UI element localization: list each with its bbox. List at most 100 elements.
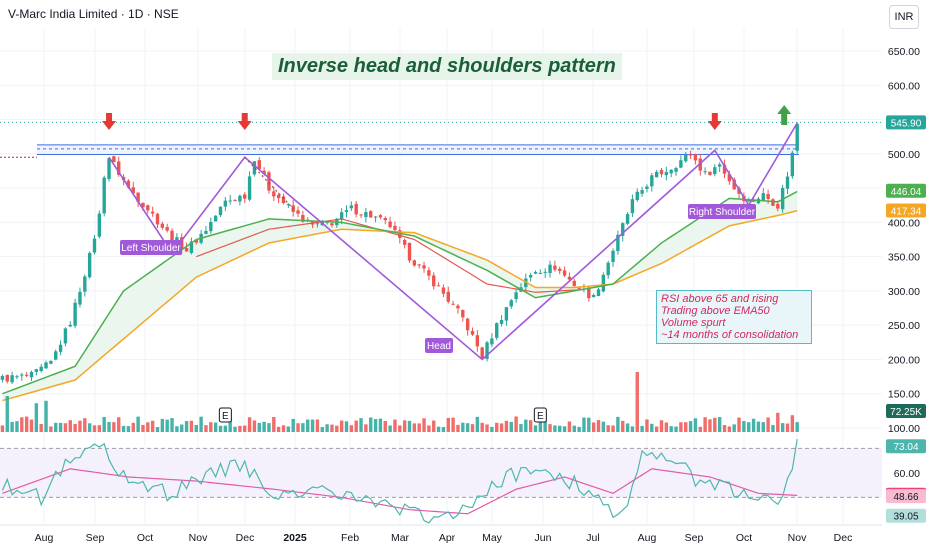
rsi-tick: 60.00	[894, 468, 920, 480]
rsi-low-badge: 39.05	[886, 508, 926, 523]
candle-body	[136, 192, 140, 203]
candle-body	[378, 215, 383, 218]
candle-body	[485, 342, 489, 359]
volume-bar	[495, 422, 499, 432]
candle-body	[698, 158, 702, 171]
left-shoulder-label: Left Shoulder	[120, 240, 182, 255]
candle-body	[475, 335, 480, 347]
volume-bar	[243, 425, 247, 432]
volume-bar	[238, 425, 242, 432]
volume-bar	[742, 421, 746, 432]
rsi-ma-line	[2, 468, 798, 515]
up-arrow-head	[777, 105, 792, 114]
candle-body	[330, 223, 334, 226]
candle-body	[131, 187, 135, 194]
volume-bar	[228, 418, 232, 432]
volume-bar	[383, 420, 387, 432]
volume-bar	[10, 421, 14, 432]
candle-body	[509, 300, 513, 307]
volume-bar	[184, 421, 189, 432]
volume-bar	[213, 422, 218, 432]
volume-bar	[470, 424, 475, 432]
candle-body	[126, 180, 131, 188]
candle-body	[412, 260, 417, 266]
volume-bars	[0, 372, 799, 432]
volume-bar	[562, 426, 567, 432]
currency-button[interactable]: INR	[889, 5, 919, 29]
candle-body	[150, 211, 155, 214]
candle-body	[558, 268, 562, 271]
candle-body	[5, 374, 9, 382]
price-tick: 350.00	[888, 252, 920, 264]
x-tick: Sep	[685, 532, 704, 544]
symbol-title[interactable]: V-Marc India Limited · 1D · NSE	[8, 7, 179, 21]
volume-bar	[780, 423, 785, 432]
volume-bar	[5, 396, 9, 432]
candle-body	[107, 158, 111, 179]
note-consolidation: ~14 months of consolidation	[661, 329, 799, 341]
rsi-badge-bg	[886, 439, 926, 454]
candle-body	[669, 169, 673, 174]
candle-body	[87, 252, 92, 278]
candle-body	[213, 215, 218, 222]
earnings-marker: E	[218, 407, 232, 423]
rsi-low-badge-bg	[886, 508, 926, 523]
volume-bar	[165, 419, 169, 432]
volume-bar	[456, 424, 460, 432]
candle-body	[315, 223, 320, 225]
volume-bar	[393, 419, 397, 432]
pattern-dotted	[244, 156, 294, 210]
right-shoulder-label-bg	[688, 204, 756, 219]
time-axis: Aug Sep Oct Nov Dec 2025 Feb Mar Apr May Jun Jul Aug…	[0, 524, 882, 544]
candle-body	[766, 194, 770, 200]
volume-bar	[514, 416, 518, 432]
candle-body	[553, 265, 557, 270]
candle-body	[204, 230, 208, 234]
x-tick: Jun	[535, 532, 552, 544]
volume-bar	[78, 420, 82, 432]
volume-bar	[601, 421, 606, 432]
volume-bar	[267, 423, 271, 432]
candle-body	[267, 172, 271, 191]
volume-bar	[58, 422, 63, 432]
volume-bar	[0, 425, 5, 432]
candle-body	[654, 171, 659, 178]
rsi-badge: 73.04	[886, 439, 926, 454]
volume-badge-text: 72.25K	[890, 407, 922, 418]
volume-bar	[141, 424, 145, 432]
volume-bar	[499, 423, 504, 432]
candle-body	[538, 272, 543, 274]
volume-bar	[49, 426, 53, 432]
volume-bar	[349, 425, 354, 432]
volume-bar	[204, 425, 208, 432]
volume-bar	[320, 427, 324, 432]
candle-body	[247, 176, 252, 200]
candle-body	[650, 175, 654, 187]
volume-bar	[315, 419, 320, 432]
volume-bar	[364, 424, 368, 432]
price-tick: 300.00	[888, 286, 920, 298]
volume-bar	[39, 423, 43, 432]
volume-bar	[567, 421, 572, 432]
candle-body	[417, 264, 421, 266]
ema-fast-line	[2, 190, 798, 395]
candle-body	[228, 200, 232, 202]
volume-bar	[645, 419, 649, 432]
volume-bar	[92, 425, 97, 432]
volume-bar	[650, 423, 654, 432]
volume-bar	[611, 425, 615, 432]
candle-body	[223, 200, 228, 207]
x-tick: Jul	[586, 532, 599, 544]
candle-body	[480, 347, 484, 359]
candle-body	[606, 262, 610, 276]
volume-bar	[630, 426, 635, 432]
left-shoulder-label-text: Left Shoulder	[121, 243, 181, 254]
volume-bar	[771, 425, 775, 432]
rsi-low-badge-text: 39.05	[893, 512, 918, 523]
candle-body	[63, 328, 68, 344]
candle-body	[92, 238, 97, 253]
volume-bar	[751, 418, 756, 432]
right-shoulder-label: Right Shoulder	[688, 204, 756, 219]
down-arrow	[237, 113, 252, 130]
